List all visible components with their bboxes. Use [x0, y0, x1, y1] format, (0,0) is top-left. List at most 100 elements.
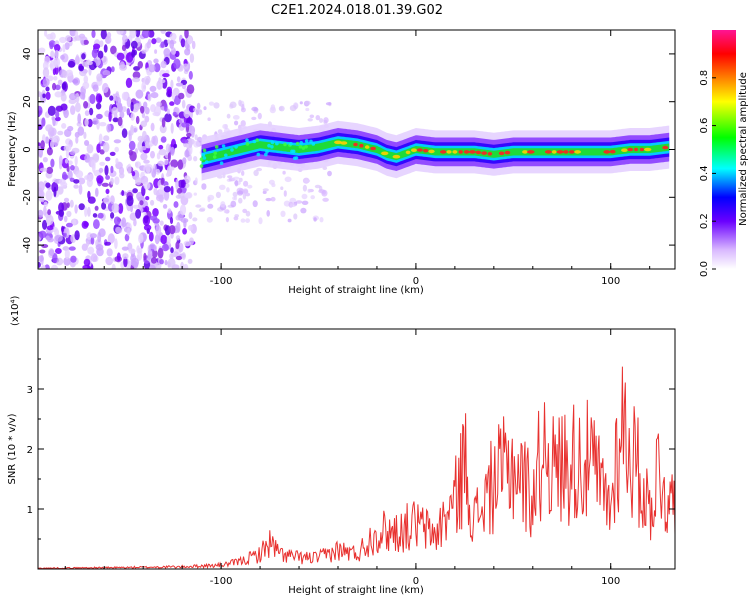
colorbar-tick-label: 0.8 [699, 70, 710, 86]
noise-blob [55, 110, 60, 118]
noise-blob [77, 113, 82, 124]
noise-blob [74, 155, 78, 166]
noise-blob [39, 167, 48, 172]
noise-blob [229, 101, 237, 109]
noise-blob [266, 210, 271, 217]
noise-blob [38, 209, 44, 218]
noise-blob [75, 170, 84, 179]
noise-blob [170, 79, 174, 89]
ridge-peak [498, 151, 505, 156]
noise-blob [155, 37, 162, 43]
noise-blob [43, 201, 48, 208]
noise-blob [95, 102, 102, 110]
snr-series-line [38, 366, 675, 569]
noise-blob [143, 164, 151, 174]
ridge-peak [644, 147, 652, 152]
noise-blob [184, 149, 190, 158]
spectrogram-marks [38, 30, 670, 269]
noise-blob [136, 245, 140, 254]
noise-blob [142, 130, 147, 140]
noise-blob [121, 190, 125, 196]
noise-blob [192, 217, 198, 222]
noise-blob [98, 167, 104, 173]
ridge-peak [527, 150, 535, 154]
ridge-peak [522, 150, 528, 154]
noise-blob [243, 189, 249, 194]
noise-blob [150, 150, 155, 159]
noise-blob [173, 143, 178, 149]
noise-blob [95, 244, 104, 251]
noise-blob [45, 182, 51, 188]
noise-blob [110, 212, 115, 219]
noise-blob [55, 116, 61, 122]
noise-blob [58, 209, 65, 217]
noise-blob [201, 183, 207, 190]
noise-blob [87, 118, 93, 128]
noise-blob [234, 120, 239, 126]
noise-blob [122, 253, 129, 260]
noise-blob [242, 208, 248, 214]
noise-blob [78, 33, 86, 39]
noise-blob [96, 73, 103, 82]
noise-blob [97, 212, 104, 219]
x-tick-label: -100 [210, 576, 233, 587]
ridge-peak [621, 148, 628, 152]
noise-blob [207, 194, 215, 201]
ridge-peak [224, 153, 228, 158]
snr-x-label: Height of straight line (km) [288, 585, 424, 596]
noise-blob [44, 30, 48, 37]
noise-blob [54, 84, 61, 91]
noise-blob [104, 165, 109, 176]
noise-blob [187, 155, 193, 162]
noise-blob [83, 39, 89, 45]
noise-blob [45, 189, 53, 201]
ridge-peak [301, 146, 306, 150]
noise-blob [89, 93, 96, 105]
noise-blob [83, 101, 89, 109]
noise-blob [78, 65, 84, 72]
noise-blob [39, 249, 46, 254]
noise-blob [181, 139, 189, 144]
noise-blob [118, 203, 124, 214]
noise-blob [140, 152, 148, 161]
noise-blob [245, 210, 251, 217]
noise-blob [289, 105, 297, 112]
noise-blob [102, 82, 109, 94]
ridge-peak [204, 160, 209, 164]
noise-blob [135, 115, 140, 125]
noise-blob [183, 63, 189, 70]
ridge-peak [202, 148, 207, 153]
noise-blob [100, 30, 107, 40]
noise-blob [90, 236, 95, 245]
noise-blob [116, 30, 124, 35]
noise-blob [93, 219, 100, 230]
noise-blob [215, 191, 221, 199]
ridge-peak [469, 150, 476, 154]
noise-blob [170, 159, 179, 168]
noise-blob [284, 176, 292, 183]
noise-blob [46, 166, 54, 174]
noise-blob [81, 61, 88, 67]
noise-blob [172, 251, 179, 258]
noise-blob [76, 121, 82, 127]
noise-blob [198, 109, 202, 113]
y-tick-label: 40 [22, 48, 33, 61]
ridge-peak [634, 147, 638, 152]
noise-blob [176, 221, 181, 233]
noise-blob [301, 200, 309, 205]
noise-blob [182, 157, 187, 165]
noise-blob [91, 48, 98, 59]
noise-blob [169, 39, 175, 49]
noise-blob [151, 38, 157, 45]
noise-blob [156, 101, 162, 108]
noise-blob [252, 200, 258, 208]
noise-blob [184, 30, 189, 39]
noise-blob [57, 130, 64, 136]
noise-blob [45, 91, 51, 100]
noise-blob [126, 96, 132, 108]
noise-blob [232, 191, 238, 197]
noise-blob [68, 92, 77, 101]
noise-blob [62, 246, 69, 251]
noise-blob [304, 100, 311, 106]
noise-blob [179, 204, 187, 216]
